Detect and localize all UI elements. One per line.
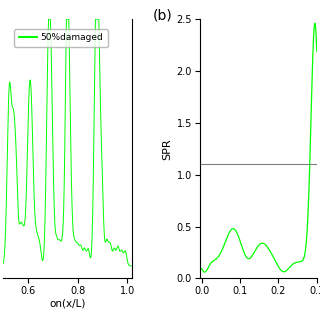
X-axis label: on(x/L): on(x/L) [49,299,86,309]
Legend: 50%damaged: 50%damaged [14,29,108,47]
Y-axis label: SPR: SPR [162,138,172,160]
Text: (b): (b) [153,9,172,23]
